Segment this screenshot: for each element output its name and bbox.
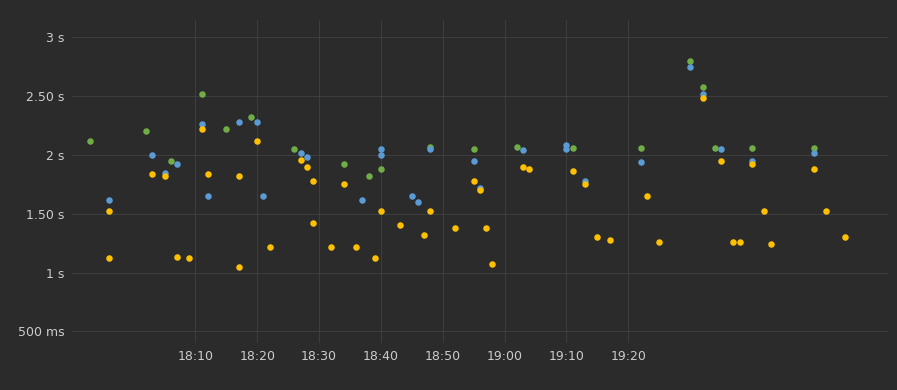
Point — [336, 181, 351, 188]
Point — [683, 58, 697, 64]
Point — [374, 152, 388, 158]
Point — [182, 255, 196, 262]
Point — [509, 144, 524, 150]
Point — [306, 220, 320, 226]
Point — [603, 236, 617, 243]
Point — [411, 199, 425, 205]
Point — [652, 239, 666, 245]
Point — [485, 261, 500, 268]
Point — [374, 208, 388, 215]
Point — [423, 144, 438, 150]
Point — [201, 193, 215, 199]
Point — [300, 163, 314, 170]
Point — [714, 158, 728, 164]
Point — [300, 154, 314, 160]
Point — [695, 83, 710, 90]
Point — [250, 138, 265, 144]
Point — [516, 163, 530, 170]
Point — [473, 185, 487, 191]
Point — [806, 166, 821, 172]
Point — [683, 64, 697, 70]
Point — [287, 146, 301, 152]
Point — [355, 197, 370, 203]
Point — [392, 222, 406, 229]
Point — [578, 181, 592, 188]
Point — [293, 156, 308, 163]
Point — [257, 193, 271, 199]
Point — [560, 142, 574, 149]
Point — [695, 95, 710, 101]
Point — [516, 147, 530, 153]
Point — [306, 177, 320, 184]
Point — [157, 169, 171, 176]
Point — [195, 126, 209, 132]
Point — [466, 158, 481, 164]
Point — [101, 255, 116, 262]
Point — [714, 146, 728, 152]
Point — [163, 158, 178, 164]
Point — [263, 244, 277, 250]
Point — [374, 146, 388, 152]
Point — [336, 161, 351, 167]
Point — [838, 234, 852, 240]
Point — [145, 170, 160, 177]
Point — [640, 193, 654, 199]
Point — [473, 187, 487, 193]
Point — [695, 90, 710, 97]
Point — [466, 146, 481, 152]
Point — [633, 159, 648, 165]
Point — [293, 149, 308, 156]
Point — [250, 119, 265, 125]
Point — [745, 145, 759, 151]
Point — [565, 145, 579, 151]
Point — [423, 208, 438, 215]
Point — [479, 225, 493, 231]
Point — [806, 149, 821, 156]
Point — [448, 225, 462, 231]
Point — [325, 244, 339, 250]
Point — [231, 264, 246, 270]
Point — [565, 168, 579, 174]
Point — [145, 152, 160, 158]
Point — [417, 232, 431, 238]
Point — [195, 121, 209, 128]
Point — [349, 244, 363, 250]
Point — [195, 90, 209, 97]
Point — [733, 239, 747, 245]
Point — [423, 146, 438, 152]
Point — [806, 145, 821, 151]
Point — [374, 166, 388, 172]
Point — [745, 158, 759, 164]
Point — [590, 234, 605, 240]
Point — [219, 126, 233, 132]
Point — [101, 197, 116, 203]
Point — [83, 138, 98, 144]
Point — [757, 208, 771, 215]
Point — [745, 161, 759, 167]
Point — [560, 146, 574, 152]
Point — [819, 208, 833, 215]
Point — [633, 145, 648, 151]
Point — [231, 173, 246, 179]
Point — [578, 177, 592, 184]
Point — [708, 145, 722, 151]
Point — [157, 173, 171, 179]
Point — [763, 241, 778, 247]
Point — [727, 239, 741, 245]
Point — [101, 208, 116, 215]
Point — [405, 193, 419, 199]
Point — [139, 128, 153, 135]
Point — [231, 119, 246, 125]
Point — [201, 170, 215, 177]
Point — [170, 161, 184, 167]
Point — [361, 173, 376, 179]
Point — [244, 114, 258, 121]
Point — [368, 255, 382, 262]
Point — [466, 177, 481, 184]
Point — [522, 166, 536, 172]
Point — [170, 254, 184, 261]
